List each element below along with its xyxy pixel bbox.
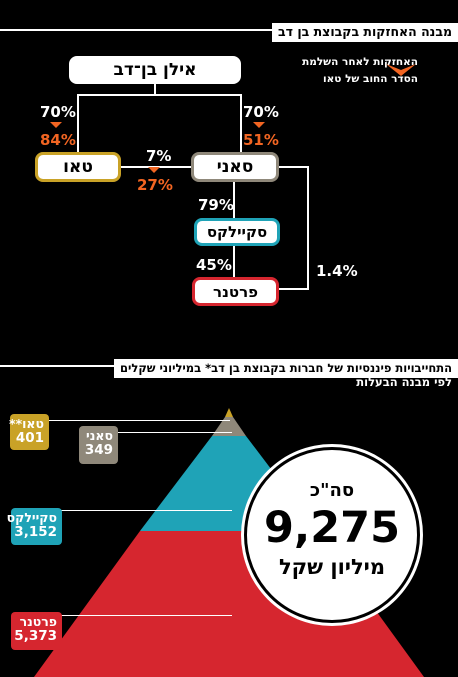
tao-leader	[48, 420, 230, 421]
tag-tao-value: 401	[15, 430, 44, 446]
total-unit: מיליון שקל	[278, 555, 386, 579]
total-label: סה"כ	[309, 480, 355, 501]
owner-branch	[77, 94, 242, 96]
owner-tao-line	[77, 94, 79, 154]
owner-box: אילן בן־דב	[69, 56, 241, 84]
suny-leader	[117, 432, 232, 433]
tag-scailex: סקיילקס 3,152	[6, 508, 62, 545]
owner-label: אילן בן־דב	[113, 60, 197, 80]
scailex-leader	[60, 510, 232, 511]
legend-chevron-icon	[386, 64, 416, 76]
owner-tao-before: 70%	[40, 103, 76, 121]
owner-tao-arrow-icon	[50, 122, 62, 128]
suny-label: סאני	[216, 157, 254, 177]
pyramid-tao-slice	[225, 408, 233, 417]
tag-scailex-value: 3,152	[14, 524, 57, 540]
tao-label: טאו	[63, 157, 93, 177]
legend-line1: האחזקות לאחר השלמת	[302, 56, 418, 68]
tag-partner: פרטנר 5,373	[11, 612, 62, 650]
tag-tao-name: טאו**	[9, 416, 44, 431]
scailex-partner-pct: 45%	[196, 256, 232, 274]
owner-suny-arrow-icon	[253, 122, 265, 128]
suny-scailex-line	[233, 181, 235, 219]
partner-leader	[60, 615, 232, 616]
owner-tao-after: 84%	[40, 131, 76, 149]
legend-line2: הסדר החוב של טאו	[323, 73, 418, 85]
owner-suny-before: 70%	[243, 103, 279, 121]
suny-partner-pct: 1.4%	[316, 262, 358, 280]
section1-title: מבנה האחזקות בקבוצת בן דב	[272, 23, 458, 42]
scailex-label: סקיילקס	[206, 223, 268, 241]
tag-suny-name: סאני	[86, 428, 113, 443]
tag-tao: טאו** 401	[9, 414, 49, 450]
tag-suny-value: 349	[84, 442, 113, 458]
tao-suny-arrow-icon	[148, 167, 160, 173]
legend: האחזקות לאחר השלמת הסדר החוב של טאו	[268, 54, 418, 88]
section2-title: התחייבויות פיננסיות של חברות בקבוצת בן ד…	[113, 359, 458, 378]
section1-header: מבנה האחזקות בקבוצת בן דב	[0, 21, 458, 42]
scailex-partner-line	[233, 245, 235, 279]
tao-suny-before: 7%	[146, 147, 172, 165]
section2-subtitle: לפי מבנה הבעלות	[356, 375, 452, 389]
partner-box: פרטנר	[192, 277, 279, 306]
section2-header: התחייבויות פיננסיות של חברות בקבוצת בן ד…	[0, 357, 458, 378]
owner-stem	[154, 82, 156, 95]
owner-suny-line	[240, 94, 242, 154]
tag-partner-value: 5,373	[14, 628, 57, 644]
tag-partner-name: פרטנר	[19, 614, 57, 629]
tao-suny-after: 27%	[137, 176, 173, 194]
suny-partner-v	[307, 166, 309, 290]
tag-suny: סאני 349	[79, 426, 118, 464]
tag-scailex-name: סקיילקס	[6, 510, 57, 525]
pyramid-suny-slice	[212, 417, 246, 436]
suny-scailex-pct: 79%	[198, 196, 234, 214]
suny-box: סאני	[191, 152, 279, 182]
tao-box: טאו	[35, 152, 121, 182]
partner-label: פרטנר	[213, 282, 258, 301]
total-value: 9,275	[263, 503, 400, 553]
suny-partner-h2	[278, 288, 309, 290]
owner-suny-after: 51%	[243, 131, 279, 149]
scailex-box: סקיילקס	[194, 218, 280, 246]
total-circle: סה"כ 9,275 מיליון שקל	[244, 447, 420, 623]
suny-partner-h1	[278, 166, 309, 168]
